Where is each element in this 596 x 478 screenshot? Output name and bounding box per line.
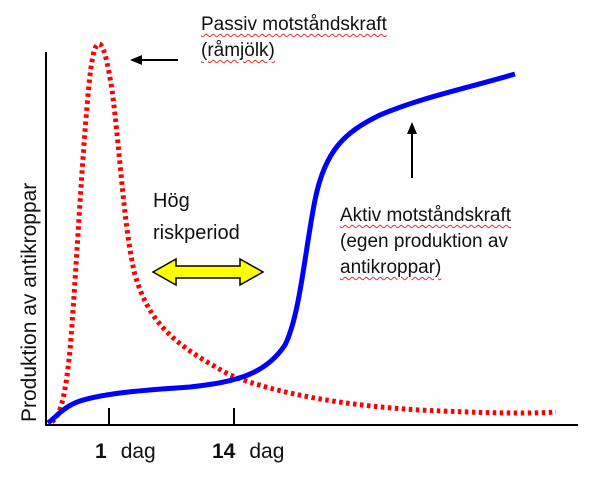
y-axis-label: Produktion av antikroppar [18, 182, 41, 422]
series-active-line [46, 71, 516, 425]
risk-period-line-1: Hög [153, 190, 190, 212]
passive-pointer-arrowhead [130, 55, 142, 65]
x-tick-unit-14: dag [249, 440, 285, 463]
risk-period-line-2: riskperiod [153, 222, 240, 244]
x-tick-unit-1: dag [120, 440, 156, 463]
passive-label-line-2: (råmjölk) [201, 40, 275, 61]
passive-label-line-1: Passiv motståndskraft [201, 14, 387, 35]
active-label-line-1: Aktiv motståndskraft [340, 205, 512, 226]
risk-period-double-arrow [151, 257, 265, 287]
passive-label: Passiv motståndskraft (råmjölk) [201, 12, 387, 64]
risk-period-label: Hög riskperiod [153, 185, 240, 249]
series-passive-line [50, 41, 557, 424]
active-label: Aktiv motståndskraft (egen produktion av… [340, 203, 511, 281]
active-label-line-2: (egen produktion av [340, 231, 508, 252]
active-label-line-3: antikroppar) [340, 257, 442, 278]
x-tick-number-1: 1 [95, 440, 107, 463]
x-tick-label-14: 14 dag [212, 440, 284, 464]
active-pointer-arrowhead [407, 122, 417, 134]
x-tick-label-1: 1 dag [95, 440, 156, 464]
x-tick-number-14: 14 [212, 440, 236, 463]
